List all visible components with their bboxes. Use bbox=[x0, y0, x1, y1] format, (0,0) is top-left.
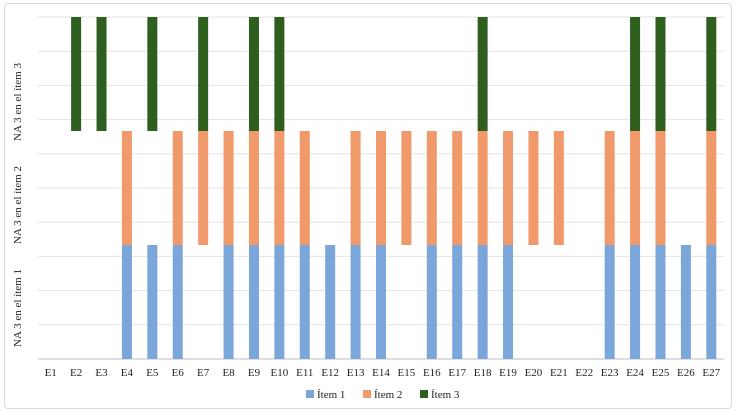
bar-E4-item-2 bbox=[121, 131, 132, 245]
bar-E5-item-1 bbox=[147, 245, 158, 359]
bar-E6-item-1 bbox=[172, 245, 183, 359]
legend-label-item-1: Ítem 1 bbox=[317, 389, 345, 401]
bar-E10-item-3 bbox=[274, 17, 285, 131]
bar-E20-item-2 bbox=[528, 131, 539, 245]
bar-E12-item-1 bbox=[325, 245, 336, 359]
bar-E8-item-1 bbox=[223, 245, 234, 359]
x-tick-label: E8 bbox=[222, 367, 235, 379]
bar-E6-item-2 bbox=[172, 131, 183, 245]
x-tick-label: E10 bbox=[271, 367, 289, 379]
bar-E27-item-3 bbox=[706, 17, 717, 131]
x-tick-label: E21 bbox=[550, 367, 568, 379]
x-tick-label: E18 bbox=[474, 367, 492, 379]
legend: Ítem 1 Ítem 2 Ítem 3 bbox=[306, 389, 460, 401]
x-tick-label: E25 bbox=[652, 367, 670, 379]
bar-E9-item-1 bbox=[248, 245, 259, 359]
bar-E14-item-1 bbox=[376, 245, 386, 359]
x-tick-label: E9 bbox=[248, 367, 261, 379]
x-tick-label: E27 bbox=[702, 367, 720, 379]
bar-E25-item-2 bbox=[655, 131, 666, 245]
bar-E11-item-2 bbox=[299, 131, 310, 245]
bar-E2-item-3 bbox=[71, 17, 82, 131]
y-label-item-1: NA 3 en el ítem 1 bbox=[12, 269, 24, 347]
y-label-item-3: NA 3 en el ítem 3 bbox=[12, 63, 24, 141]
x-tick-label: E23 bbox=[601, 367, 619, 379]
x-tick-label: E15 bbox=[398, 367, 416, 379]
bar-E18-item-1 bbox=[477, 245, 488, 359]
bar-E19-item-2 bbox=[503, 131, 514, 245]
x-tick-label: E7 bbox=[197, 367, 210, 379]
bar-E17-item-1 bbox=[452, 245, 463, 359]
bar-E24-item-3 bbox=[630, 17, 641, 131]
x-tick-label: E13 bbox=[347, 367, 365, 379]
x-tick-label: E17 bbox=[448, 367, 466, 379]
bar-E8-item-2 bbox=[223, 131, 234, 245]
bar-E24-item-2 bbox=[630, 131, 641, 245]
y-axis-labels: NA 3 en el ítem 1 NA 3 en el ítem 2 NA 3… bbox=[12, 63, 24, 347]
legend-swatch-item-1 bbox=[306, 390, 314, 398]
bar-E25-item-1 bbox=[655, 245, 666, 359]
bar-E18-item-2 bbox=[477, 131, 488, 245]
legend-swatch-item-3 bbox=[420, 390, 428, 398]
bar-E23-item-2 bbox=[604, 131, 615, 245]
x-tick-label: E12 bbox=[321, 367, 339, 379]
x-tick-label: E1 bbox=[45, 367, 57, 379]
x-tick-labels: E1 E2 E3 E4 E5 E6 E7 E8 E9 E10 E11 E12 E13 E14 E15 E16 E… bbox=[45, 367, 721, 379]
x-tick-label: E20 bbox=[525, 367, 543, 379]
y-label-item-2: NA 3 en el ítem 2 bbox=[12, 166, 24, 244]
bars bbox=[71, 17, 717, 359]
x-tick-label: E19 bbox=[499, 367, 517, 379]
x-tick-label: E24 bbox=[626, 367, 644, 379]
bar-E4-item-1 bbox=[121, 245, 132, 359]
bar-E5-item-3 bbox=[147, 17, 158, 131]
x-tick-label: E26 bbox=[677, 367, 695, 379]
x-tick-label: E14 bbox=[372, 367, 390, 379]
legend-label-item-3: Ítem 3 bbox=[431, 389, 460, 401]
bar-E16-item-1 bbox=[426, 245, 437, 359]
bar-E27-item-1 bbox=[706, 245, 717, 359]
x-tick-label: E3 bbox=[95, 367, 108, 379]
x-tick-label: E2 bbox=[70, 367, 82, 379]
legend-label-item-2: Ítem 2 bbox=[374, 389, 402, 401]
bar-E26-item-1 bbox=[680, 245, 691, 359]
x-tick-label: E16 bbox=[423, 367, 441, 379]
bar-E24-item-1 bbox=[630, 245, 641, 359]
bar-E11-item-1 bbox=[299, 245, 310, 359]
x-tick-label: E5 bbox=[146, 367, 159, 379]
bar-E13-item-1 bbox=[350, 245, 361, 359]
bar-E9-item-2 bbox=[248, 131, 259, 245]
bar-E18-item-3 bbox=[477, 17, 488, 131]
bar-E3-item-3 bbox=[96, 17, 107, 131]
bar-E7-item-2 bbox=[198, 131, 209, 245]
bar-E15-item-2 bbox=[401, 131, 412, 245]
bar-E14-item-2 bbox=[376, 131, 386, 245]
bar-E9-item-3 bbox=[248, 17, 259, 131]
bar-E10-item-2 bbox=[274, 131, 285, 245]
x-tick-label: E6 bbox=[172, 367, 185, 379]
bar-E21-item-2 bbox=[553, 131, 564, 245]
bar-E16-item-2 bbox=[426, 131, 437, 245]
x-tick-label: E4 bbox=[121, 367, 134, 379]
bar-E23-item-1 bbox=[604, 245, 615, 359]
bar-E19-item-1 bbox=[503, 245, 514, 359]
bar-E10-item-1 bbox=[274, 245, 285, 359]
x-tick-label: E22 bbox=[575, 367, 593, 379]
legend-swatch-item-2 bbox=[363, 390, 371, 398]
bar-E25-item-3 bbox=[655, 17, 666, 131]
bar-E13-item-2 bbox=[350, 131, 361, 245]
bar-E7-item-3 bbox=[198, 17, 209, 131]
x-tick-label: E11 bbox=[296, 367, 313, 379]
bar-E27-item-2 bbox=[706, 131, 717, 245]
bar-E17-item-2 bbox=[452, 131, 463, 245]
